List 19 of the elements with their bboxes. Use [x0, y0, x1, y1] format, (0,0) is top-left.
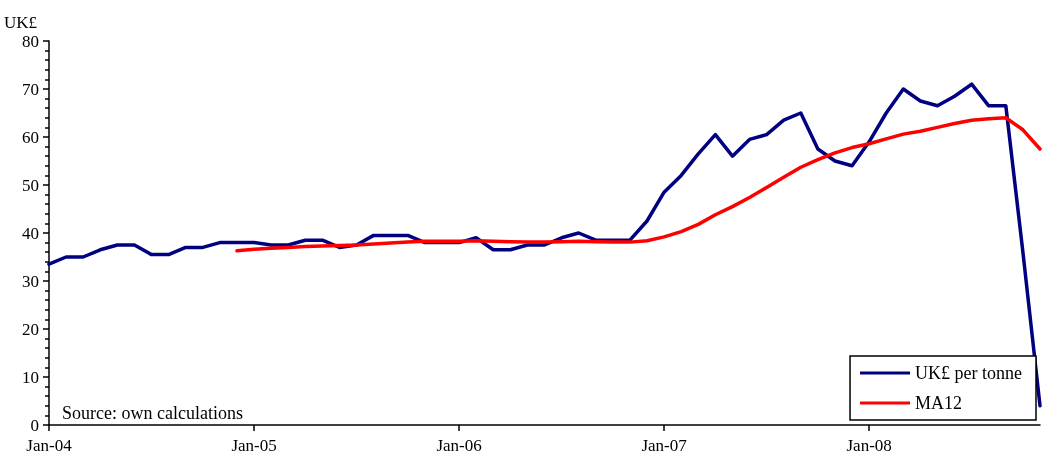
- y-tick-label: 20: [22, 319, 39, 339]
- y-tick-label: 10: [22, 367, 39, 387]
- annotation: Source: own calculations: [62, 403, 243, 423]
- y-axis-title: UK£: [4, 13, 38, 32]
- x-tick-label: Jan-08: [846, 436, 892, 455]
- y-tick-label: 40: [22, 223, 39, 243]
- y-tick-label: 70: [22, 79, 39, 99]
- x-tick-label: Jan-05: [231, 436, 277, 455]
- x-tick-label: Jan-06: [436, 436, 482, 455]
- y-tick-label: 30: [22, 271, 39, 291]
- y-tick-label: 60: [22, 127, 39, 147]
- y-tick-label: 0: [30, 415, 39, 435]
- legend-label: UK£ per tonne: [915, 363, 1023, 383]
- y-tick-label: 80: [22, 31, 39, 51]
- legend-label: MA12: [915, 393, 963, 413]
- x-tick-label: Jan-07: [641, 436, 688, 455]
- line-series: [235, 116, 1042, 253]
- y-tick-label: 50: [22, 175, 39, 195]
- x-tick-label: Jan-04: [26, 436, 73, 455]
